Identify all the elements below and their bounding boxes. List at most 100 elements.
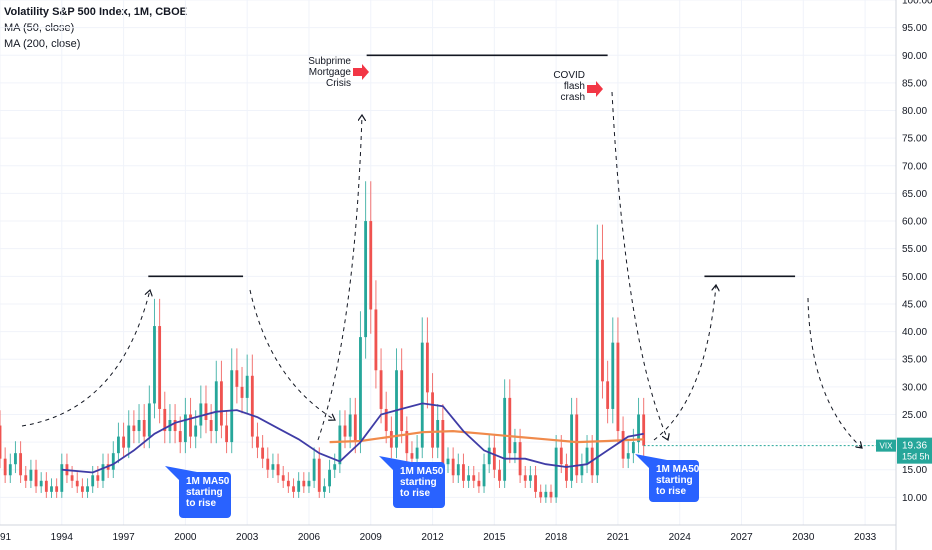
candle-body (302, 480, 306, 487)
candle-body (286, 480, 290, 487)
covid-pointer-arrow (587, 81, 603, 97)
price-tick-label: 30.00 (902, 382, 927, 393)
time-axis[interactable]: 1991 1994 1997 2000 2003 2006 2009 2012 2015 2018… (0, 524, 896, 543)
price-tick-label: 65.00 (902, 189, 927, 200)
candle-body (570, 414, 574, 481)
candle-body (631, 442, 635, 454)
candle-body (132, 425, 136, 432)
candle-body (178, 431, 182, 443)
ma50-callout-3-box[interactable] (649, 460, 699, 502)
price-tick-label: 100.00 (902, 0, 932, 7)
candle-body (554, 447, 558, 498)
candle-body (544, 491, 548, 498)
candle-body (415, 447, 419, 459)
candle-body (276, 464, 280, 476)
level-lines (148, 54, 796, 278)
time-tick-label: 1994 (51, 532, 74, 543)
ma50-callout-1-box[interactable] (179, 472, 231, 518)
price-tick-label: 95.00 (902, 23, 927, 34)
candle-body (575, 414, 579, 476)
candle-body (420, 342, 424, 448)
candle-body (322, 486, 326, 492)
candle-body (189, 414, 192, 437)
candle-body (29, 469, 33, 481)
candle-body (395, 370, 398, 448)
candle-body (3, 458, 7, 476)
candle-body (101, 464, 105, 481)
candle-body (580, 464, 584, 476)
price-axis[interactable]: 100.00 95.00 90.00 85.00 80.00 75.00 70.00 65.0… (876, 0, 932, 550)
subprime-pointer-arrow (353, 64, 369, 80)
candles (0, 181, 646, 503)
price-tick-label: 90.00 (902, 51, 927, 62)
candle-body (425, 342, 429, 393)
candle-body (245, 375, 249, 398)
candle-body (307, 480, 311, 487)
candle-body (117, 436, 120, 454)
candle-body (456, 464, 460, 476)
candle-body (225, 425, 228, 443)
candle-body (606, 381, 610, 409)
symbol-tag-box[interactable] (876, 439, 896, 452)
grid (0, 0, 896, 525)
candle-body (467, 475, 471, 481)
candle-body (163, 408, 167, 432)
candle-body (477, 480, 481, 487)
candle-body (153, 326, 156, 404)
price-tick-label: 35.00 (902, 355, 927, 366)
candle-body (508, 397, 512, 454)
candle-body (137, 420, 141, 432)
candle-body (585, 447, 589, 465)
candle-body (523, 475, 527, 481)
ma50-callout-3-text: 1M MA50 starting to rise (656, 464, 700, 497)
candle-body (0, 425, 2, 459)
ma50-callout-2-text: 1M MA50 starting to rise (400, 466, 444, 499)
candle-body (147, 403, 151, 437)
candle-body (50, 486, 53, 492)
candle-body (199, 403, 203, 426)
ma200-line (329, 429, 644, 444)
candle-body (312, 458, 316, 481)
time-tick-label: 2000 (174, 532, 197, 543)
candle-body (626, 453, 630, 459)
price-tick-label: 60.00 (902, 217, 927, 228)
projection-arrow (21, 290, 150, 427)
candle-body (498, 469, 501, 481)
candle-body (539, 491, 543, 498)
candle-body (70, 475, 74, 481)
price-tick-label: 75.00 (902, 134, 927, 145)
candle-body (8, 464, 12, 476)
candle-body (462, 464, 465, 481)
candle-body (431, 392, 434, 448)
candle-body (359, 337, 362, 443)
projection-arrows (21, 91, 862, 448)
price-tag-box[interactable] (897, 437, 932, 464)
candle-body (158, 326, 162, 409)
projection-arrow (249, 289, 335, 420)
candle-body (14, 453, 17, 465)
price-tick-label: 70.00 (902, 161, 927, 172)
candle-body (317, 458, 321, 492)
candle-body (405, 431, 409, 454)
price-tick-label: 45.00 (902, 299, 927, 310)
candle-body (183, 414, 187, 443)
candle-body (410, 453, 414, 459)
candle-body (503, 397, 507, 481)
candle-body (441, 420, 445, 465)
ma50-line (61, 402, 644, 474)
candle-body (621, 431, 625, 459)
candle-body (513, 442, 517, 454)
candle-body (60, 464, 64, 492)
ma50-callout-2-box[interactable] (393, 462, 445, 508)
legend-title[interactable]: Volatility S&P 500 Index, 1M, CBOE (4, 6, 187, 18)
candle-body (482, 464, 486, 487)
candle-body (328, 469, 331, 487)
candle-body (24, 475, 28, 481)
candle-body (204, 403, 208, 420)
candle-body (19, 453, 23, 476)
symbol-tag-text: VIX (880, 442, 894, 451)
time-tick-label: 2006 (298, 532, 321, 543)
candle-body (34, 469, 38, 487)
candle-body (364, 221, 368, 338)
